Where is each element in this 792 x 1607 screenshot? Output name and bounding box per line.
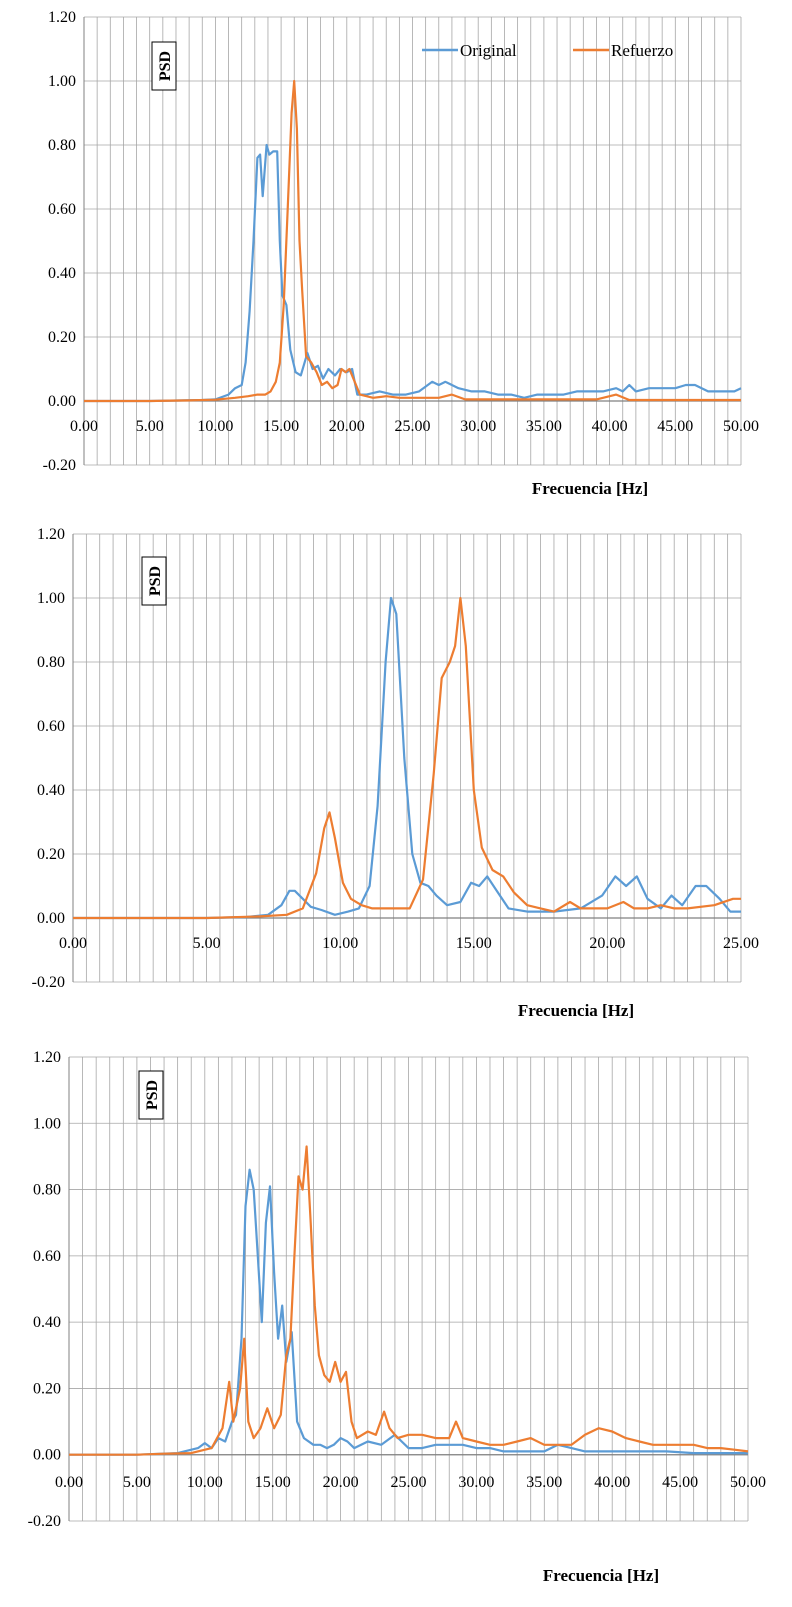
x-tick-label: 10.00 — [197, 418, 233, 435]
y-tick-label: -0.20 — [43, 457, 76, 474]
x-tick-label: 20.00 — [329, 418, 365, 435]
chart-panel-3: -0.20 0.00 0.20 0.40 0.60 0.80 1.00 1.20 0.00 5.0… — [28, 1049, 766, 1585]
y-tick-label: 0.40 — [48, 265, 76, 282]
y-axis-title: PSD — [144, 1080, 161, 1110]
x-tick-label: 5.00 — [136, 418, 164, 435]
y-tick-label: 0.00 — [48, 393, 76, 410]
y-tick-label: -0.20 — [28, 1513, 61, 1530]
x-tick-label: 25.00 — [395, 418, 431, 435]
series-line-refuerzo — [73, 596, 741, 920]
x-tick-label: 10.00 — [322, 935, 358, 952]
psd-label-box — [151, 41, 177, 91]
series-line-original — [73, 596, 741, 920]
y-tick-label: 0.40 — [37, 782, 65, 799]
x-axis-title: Frecuencia [Hz] — [518, 1001, 634, 1020]
x-tick-label: 40.00 — [592, 418, 628, 435]
y-tick-label: 1.20 — [48, 9, 76, 26]
chart-panel-1: -0.20 0.00 0.20 0.40 0.60 0.80 1.00 1.20 0.00 5.0… — [43, 9, 759, 498]
psd-label-box — [138, 1070, 164, 1120]
x-tick-label: 15.00 — [255, 1474, 291, 1491]
y-tick-label: -0.20 — [32, 974, 65, 991]
x-tick-label: 35.00 — [526, 418, 562, 435]
y-tick-label: 0.60 — [33, 1248, 61, 1265]
psd-label-box — [141, 556, 167, 606]
y-tick-label: 0.20 — [33, 1380, 61, 1397]
x-tick-label: 20.00 — [589, 935, 625, 952]
chart-panel-2: -0.20 0.00 0.20 0.40 0.60 0.80 1.00 1.20 0.00 5.0… — [32, 526, 759, 1020]
x-axis-title: Frecuencia [Hz] — [532, 479, 648, 498]
legend-label-original: Original — [460, 41, 517, 60]
x-tick-label: 15.00 — [263, 418, 299, 435]
x-tick-label: 0.00 — [55, 1474, 83, 1491]
x-tick-label: 5.00 — [123, 1474, 151, 1491]
y-tick-label: 0.00 — [37, 910, 65, 927]
x-tick-label: 50.00 — [730, 1474, 766, 1491]
x-axis-title: Frecuencia [Hz] — [543, 1566, 659, 1585]
x-tick-label: 30.00 — [458, 1474, 494, 1491]
y-tick-label: 0.20 — [48, 329, 76, 346]
y-tick-label: 0.40 — [33, 1314, 61, 1331]
series-line-original — [84, 143, 742, 403]
x-tick-label: 25.00 — [391, 1474, 427, 1491]
y-tick-label: 1.20 — [37, 526, 65, 543]
x-tick-label: 20.00 — [323, 1474, 359, 1491]
y-tick-label: 0.60 — [37, 718, 65, 735]
x-tick-label: 45.00 — [657, 418, 693, 435]
x-tick-label: 40.00 — [594, 1474, 630, 1491]
x-tick-label: 50.00 — [723, 418, 759, 435]
y-tick-label: 0.20 — [37, 846, 65, 863]
legend-label-refuerzo: Refuerzo — [611, 41, 673, 60]
x-tick-label: 0.00 — [70, 418, 98, 435]
y-tick-label: 1.00 — [37, 590, 65, 607]
y-tick-label: 0.80 — [33, 1182, 61, 1199]
x-tick-label: 10.00 — [187, 1474, 223, 1491]
x-tick-label: 35.00 — [526, 1474, 562, 1491]
x-tick-label: 25.00 — [723, 935, 759, 952]
y-tick-label: 0.80 — [37, 654, 65, 671]
x-tick-label: 30.00 — [460, 418, 496, 435]
x-tick-label: 15.00 — [456, 935, 492, 952]
series-line-refuerzo — [69, 1145, 749, 1456]
series-line-refuerzo — [84, 79, 741, 403]
y-axis-title: PSD — [147, 566, 164, 596]
y-tick-label: 1.00 — [33, 1115, 61, 1132]
x-tick-label: 0.00 — [59, 935, 87, 952]
y-tick-label: 1.00 — [48, 73, 76, 90]
y-tick-label: 0.80 — [48, 137, 76, 154]
x-tick-label: 5.00 — [193, 935, 221, 952]
x-tick-label: 45.00 — [662, 1474, 698, 1491]
y-tick-label: 0.00 — [33, 1447, 61, 1464]
y-axis-title: PSD — [157, 51, 174, 81]
y-tick-label: 0.60 — [48, 201, 76, 218]
y-tick-label: 1.20 — [33, 1049, 61, 1066]
